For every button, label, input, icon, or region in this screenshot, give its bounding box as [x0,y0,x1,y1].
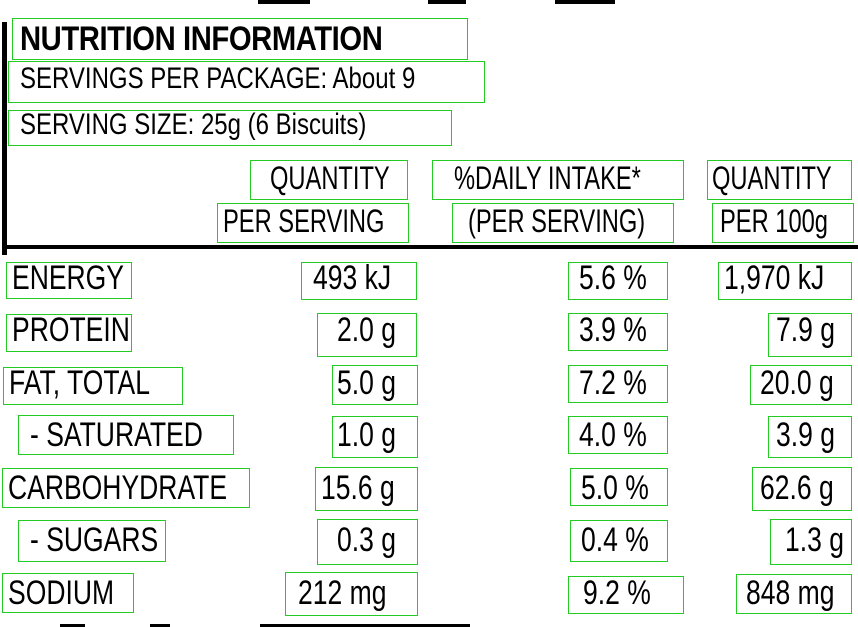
text-box-value [768,416,852,458]
daily-intake-value: 5.0 % [581,469,649,507]
daily-intake-value: 5.6 % [579,259,647,297]
text-box-nutrient [2,573,134,613]
per-serving-value: 15.6 g [321,469,395,507]
text-box-value [332,365,418,405]
text-box-value [317,313,417,357]
header-daily-intake-line2: (PER SERVING) [468,203,646,239]
per-100g-value: 1.3 g [785,521,844,559]
bottom-edge-mark [60,624,85,627]
text-box-value [750,365,852,405]
text-box-header [217,203,409,243]
left-border-rule [2,22,7,255]
header-qty-serving-line1: QUANTITY [270,160,390,196]
header-divider [5,245,858,249]
per-100g-value: 7.9 g [776,311,835,349]
daily-intake-value: 3.9 % [579,311,647,349]
top-edge-mark [555,0,615,4]
text-box-header [432,160,684,200]
nutrient-name: - SATURATED [30,416,203,454]
text-box-nutrient [2,468,250,508]
text-box-value [285,572,418,616]
daily-intake-value: 9.2 % [583,574,651,612]
text-box-nutrient [18,415,234,455]
per-serving-value: 0.3 g [337,521,396,559]
text-box-value [770,519,852,565]
text-box-value [332,416,418,458]
daily-intake-value: 7.2 % [579,364,647,402]
header-qty-serving-line2: PER SERVING [223,203,385,239]
bottom-edge-mark [260,624,470,627]
per-100g-value: 1,970 kJ [724,259,825,297]
per-100g-value: 62.6 g [760,469,834,507]
per-100g-value: 20.0 g [760,364,834,402]
nutrient-name: SODIUM [8,574,115,612]
package-corner-edge [802,0,858,56]
header-daily-intake-line1: %DAILY INTAKE* [454,160,641,196]
per-100g-value: 848 mg [746,574,835,612]
text-box-servings [8,61,485,103]
top-edge-mark [258,0,310,4]
label-title: NUTRITION INFORMATION [20,20,383,58]
per-serving-value: 1.0 g [337,416,396,454]
text-box-value [315,467,418,511]
nutrient-name: FAT, TOTAL [9,364,150,402]
per-serving-value: 493 kJ [313,259,392,297]
per-serving-value: 5.0 g [337,364,396,402]
text-box-value [570,468,668,506]
text-box-value [718,262,852,300]
text-box-serving-size [8,110,452,146]
text-box-value [301,262,417,300]
text-box-title [12,18,468,60]
text-box-value [768,313,852,357]
text-box-value [570,520,668,562]
header-qty-100g-line1: QUANTITY [712,160,832,196]
text-box-header [250,160,408,200]
header-qty-100g-line2: PER 100g [720,203,828,239]
text-box-nutrient [18,520,166,562]
bottom-edge-mark [150,624,170,627]
servings-per-package: SERVINGS PER PACKAGE: About 9 [20,62,416,95]
text-box-value [568,262,668,300]
text-box-nutrient [6,314,132,352]
text-box-nutrient [6,262,132,299]
serving-size: SERVING SIZE: 25g (6 Biscuits) [20,108,367,141]
nutrient-name: PROTEIN [12,311,130,349]
text-box-nutrient [3,367,183,405]
nutrient-name: ENERGY [12,259,125,297]
per-serving-value: 212 mg [298,574,387,612]
text-box-value [568,365,668,403]
text-box-header [712,203,854,243]
text-box-header [452,203,674,243]
text-box-value [317,519,418,565]
nutrient-name: - SUGARS [30,521,159,559]
nutrient-name: CARBOHYDRATE [8,469,228,507]
per-100g-value: 3.9 g [776,416,835,454]
text-box-value [568,416,668,454]
text-box-value [736,574,852,614]
per-serving-value: 2.0 g [337,311,396,349]
top-edge-mark [428,0,466,4]
text-box-value [568,576,684,614]
daily-intake-value: 4.0 % [579,416,647,454]
text-box-value [568,313,668,351]
daily-intake-value: 0.4 % [581,521,649,559]
text-box-header [707,160,852,200]
text-box-value [752,467,852,511]
